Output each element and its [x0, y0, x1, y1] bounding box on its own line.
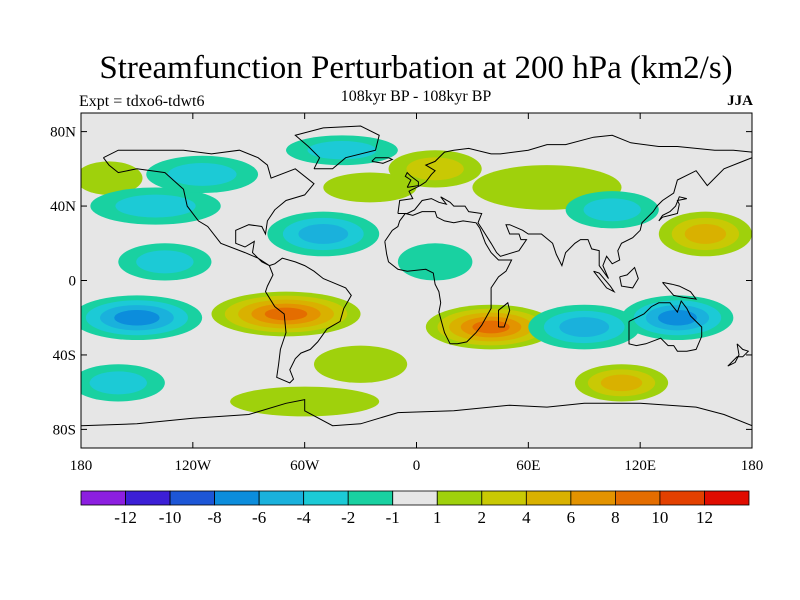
y-tick-label: 80S: [53, 422, 76, 438]
x-tick-label: 0: [413, 458, 421, 474]
east-pacific-negative-band: [136, 250, 194, 274]
indian-ocean-negative-band: [559, 317, 610, 337]
coastline-sumatra: [593, 270, 616, 294]
south-atlantic-positive-band: [313, 345, 408, 383]
colorbar-label: -1: [385, 508, 400, 527]
north-pacific-positive: [81, 161, 143, 195]
colorbar-label: 4: [522, 508, 531, 527]
tropical-pacific-south-negative: [81, 295, 203, 341]
x-tick-label: 180: [70, 458, 93, 474]
africa-negative-band: [397, 243, 473, 281]
colorbar-label: -6: [252, 508, 267, 527]
north-america-negative: [146, 155, 259, 194]
coastline-new-zealand: [727, 343, 750, 367]
west-pacific-positive-band: [684, 224, 727, 244]
map-field: [81, 113, 752, 448]
axis-ticks: 80N 40N 0 40S 80S 180 120W 60W 0 60E 120E 180: [50, 113, 763, 474]
colorbar-label: 6: [566, 508, 576, 527]
tropical-pacific-south-negative-band: [114, 309, 160, 326]
coastline-iceland: [371, 157, 394, 164]
colorbar-label: 10: [651, 508, 669, 527]
coastline-greenland: [294, 125, 380, 170]
australia-negative-band: [657, 309, 697, 326]
north-pacific-positive-band: [81, 161, 143, 195]
east-asia-negative: [565, 191, 659, 229]
coastline-antarctica: [81, 398, 752, 427]
east-pacific-negative: [118, 243, 212, 281]
south-indian-positive-band: [472, 320, 510, 334]
season-label: JJA: [727, 93, 753, 109]
colorbar-label: -10: [158, 508, 182, 527]
colorbar: [80, 490, 750, 506]
y-tick-label: 40S: [53, 348, 76, 364]
coastline-borneo: [619, 266, 639, 289]
x-tick-label: 120E: [624, 458, 656, 474]
australia-negative: [621, 295, 734, 341]
north-america-negative-band: [167, 162, 237, 186]
north-atlantic-positive: [323, 172, 417, 203]
south-america-positive-band: [264, 307, 308, 321]
x-tick-label: 60W: [290, 458, 320, 474]
southern-ocean-negative: [81, 364, 165, 402]
africa-negative: [397, 243, 473, 281]
y-tick-label: 40N: [50, 199, 76, 215]
coastline-africa: [384, 211, 513, 345]
south-pacific-positive: [574, 364, 669, 402]
south-america-positive: [211, 291, 361, 337]
map-subtitle: 108kyr BP - 108kyr BP: [340, 88, 492, 105]
north-pacific-negative-band-band: [115, 194, 196, 218]
south-atlantic-positive: [313, 345, 408, 383]
west-pacific-positive: [658, 211, 752, 257]
x-tick-label: 120W: [174, 458, 212, 474]
coastline-japan: [658, 196, 687, 222]
colorbar-swatch: [704, 490, 750, 506]
colorbar-label: 8: [611, 508, 620, 527]
coastline-britain: [404, 171, 419, 188]
colorbar-label: -8: [207, 508, 222, 527]
coastline-new-guinea: [662, 281, 698, 300]
north-atlantic-positive-band: [323, 172, 417, 203]
y-tick-label: 0: [69, 274, 77, 290]
coastline-madagascar: [498, 301, 511, 328]
north-atlantic-negative: [267, 211, 380, 257]
southern-ocean-negative-band: [89, 371, 147, 395]
y-tick-label: 80N: [50, 125, 76, 141]
colorbar-label: -12: [114, 508, 137, 527]
coastline-south-america: [264, 257, 352, 384]
scandinavia-positive: [388, 150, 482, 188]
x-tick-label: 180: [741, 458, 764, 474]
indian-ocean-negative: [528, 304, 641, 350]
colorbar-label: 12: [695, 508, 713, 527]
north-atlantic-negative-band: [298, 224, 349, 244]
coastlines: [81, 125, 752, 427]
south-pacific-positive-band: [600, 374, 643, 392]
coastline-australia: [628, 299, 703, 352]
map-title: Streamfunction Perturbation at 200 hPa (…: [99, 50, 733, 86]
colorbar-label: 1: [433, 508, 442, 527]
east-asia-negative-band: [583, 198, 641, 222]
colorbar-label: -2: [341, 508, 356, 527]
scandinavia-positive-band: [406, 157, 464, 181]
colorbar-label: -4: [296, 508, 311, 527]
coastline-north-america: [103, 149, 315, 267]
x-tick-label: 60E: [516, 458, 540, 474]
colorbar-label: 2: [477, 508, 487, 527]
coastline-eurasia: [397, 134, 752, 279]
north-pacific-negative-band: [90, 187, 221, 225]
experiment-label: Expt = tdxo6-tdwt6: [79, 93, 205, 110]
